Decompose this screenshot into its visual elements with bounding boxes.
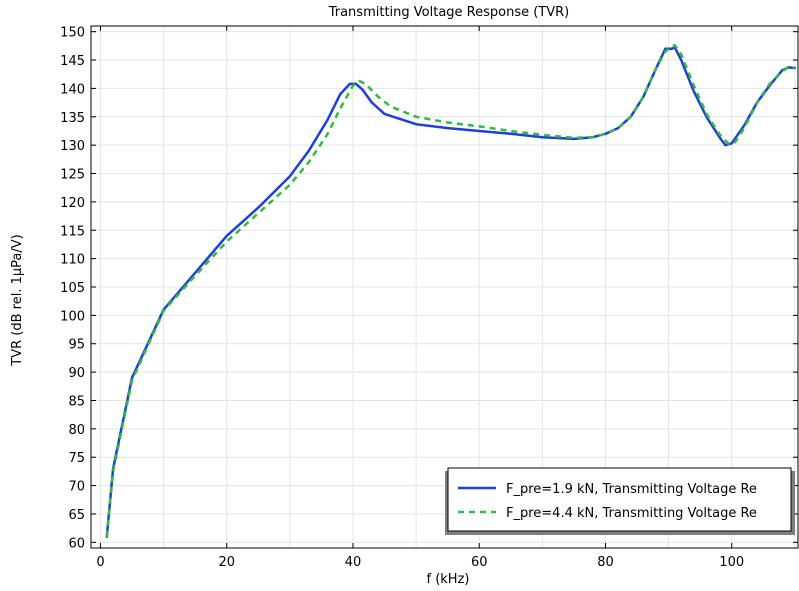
x-tick-label: 60 — [471, 555, 488, 570]
y-tick-label: 145 — [60, 54, 85, 69]
y-axis-title: TVR (dB rel. 1µPa/V) — [10, 234, 25, 366]
y-tick-label: 65 — [68, 508, 85, 523]
y-tick-label: 125 — [60, 168, 85, 183]
chart-title: Transmitting Voltage Response (TVR) — [328, 5, 570, 20]
y-tick-label: 120 — [60, 196, 85, 211]
x-tick-label: 100 — [719, 555, 744, 570]
y-tick-label: 115 — [60, 224, 85, 239]
legend-box — [447, 467, 792, 532]
y-tick-label: 70 — [68, 480, 85, 495]
y-tick-label: 60 — [68, 536, 85, 551]
x-tick-label: 20 — [218, 555, 235, 570]
y-tick-label: 135 — [60, 111, 85, 126]
y-tick-label: 80 — [68, 423, 85, 438]
ticks: 0 20 40 60 80 100 60 65 70 75 80 85 90 95 100 105 110 115… — [60, 26, 798, 570]
y-tick-label: 150 — [60, 26, 85, 41]
x-axis-title: f (kHz) — [427, 572, 470, 587]
y-tick-label: 100 — [60, 309, 85, 324]
y-tick-label: 85 — [68, 394, 85, 409]
y-tick-label: 140 — [60, 82, 85, 97]
y-tick-label: 105 — [60, 281, 85, 296]
y-tick-label: 75 — [68, 451, 85, 466]
x-tick-label: 80 — [597, 555, 614, 570]
series-line-2 — [105, 44, 796, 537]
series-line-1 — [105, 46, 797, 538]
y-tick-label: 90 — [68, 366, 85, 381]
y-tick-label: 130 — [60, 139, 85, 154]
y-tick-label: 95 — [68, 338, 85, 353]
x-tick-label: 0 — [96, 555, 104, 570]
series-layer — [105, 44, 797, 538]
legend-entry-2: F_pre=4.4 kN, Transmitting Voltage Re — [506, 506, 757, 521]
legend: F_pre=1.9 kN, Transmitting Voltage Re F_… — [445, 467, 795, 535]
y-tick-label: 110 — [60, 253, 85, 268]
x-tick-label: 40 — [345, 555, 362, 570]
legend-entry-1: F_pre=1.9 kN, Transmitting Voltage Re — [506, 482, 757, 497]
